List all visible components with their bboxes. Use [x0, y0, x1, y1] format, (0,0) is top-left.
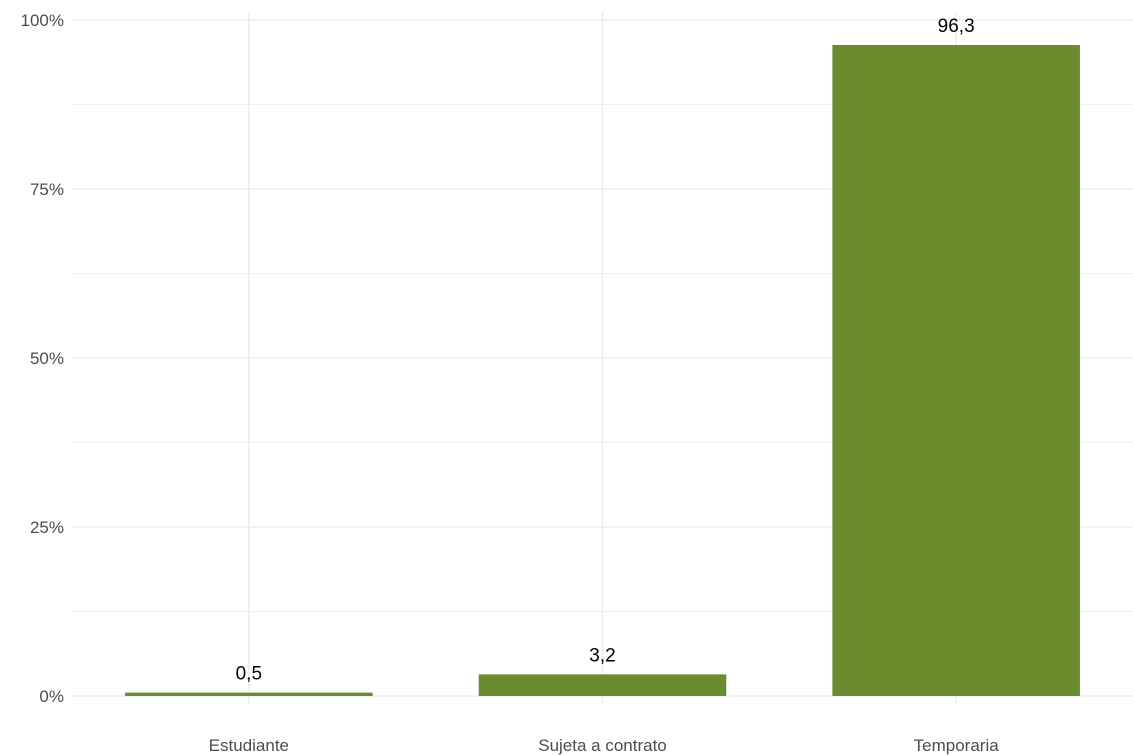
data-label: 0,5: [236, 664, 262, 685]
bar: [832, 45, 1080, 696]
y-tick-label: 25%: [30, 518, 64, 537]
y-tick-label: 50%: [30, 349, 64, 368]
data-labels: 0,5 3,2 96,3: [236, 16, 975, 685]
y-tick-label: 0%: [39, 687, 64, 706]
x-axis-ticks: Estudiante Sujeta a contrato Temporaria: [209, 736, 1000, 755]
x-tick-label: Sujeta a contrato: [538, 736, 667, 755]
bars: [125, 45, 1080, 696]
x-tick-label: Temporaria: [914, 736, 1000, 755]
y-tick-label: 75%: [30, 180, 64, 199]
y-axis-ticks: 0% 25% 50% 75% 100%: [21, 11, 64, 706]
x-tick-label: Estudiante: [209, 736, 289, 755]
bar: [125, 692, 373, 696]
y-tick-label: 100%: [21, 11, 64, 30]
data-label: 3,2: [589, 645, 615, 666]
bar: [478, 674, 727, 696]
data-label: 96,3: [938, 16, 975, 37]
